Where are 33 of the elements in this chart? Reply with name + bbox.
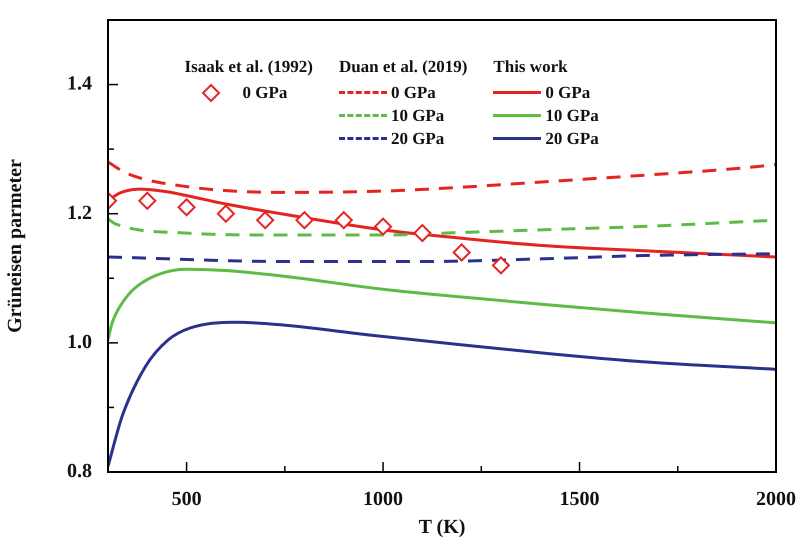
x-tick-label: 1000 [363,488,404,510]
y-tick-label: 1.2 [67,202,92,224]
point [295,211,314,230]
legend-label: 0 GPa [545,82,590,102]
point [138,192,156,210]
y-tick-label: 1.0 [67,331,92,354]
x-tick-label: 2000 [756,488,796,510]
line-series [108,268,776,342]
point [216,204,235,223]
legend-label: 20 GPa [545,128,599,148]
annotation: Isaak et al. (1992) [184,57,313,77]
legend-label: 10 GPa [545,106,599,126]
point [492,256,510,274]
point [178,198,196,216]
legend-label: 10 GPa [390,106,444,126]
x-axis-title: T (K) [418,516,466,538]
point [452,243,471,262]
legend-label: 0 GPa [390,82,436,102]
line-series [108,320,776,468]
y-tick-label: 1.4 [67,72,92,95]
annotation: This work [493,57,569,77]
y-tick-label: 0.8 [67,460,92,482]
annotation: Duan et al. (2019) [338,57,468,77]
legend-label: 0 GPa [242,82,288,102]
point [334,211,353,230]
legend-label: 20 GPa [390,128,444,148]
y-axis-title: Grüneisen parmeter [4,158,26,333]
point [374,218,392,236]
point [256,211,274,230]
line-series [108,160,776,194]
point [413,224,432,242]
x-tick-label: 1500 [560,488,600,510]
x-tick-label: 500 [172,488,202,510]
